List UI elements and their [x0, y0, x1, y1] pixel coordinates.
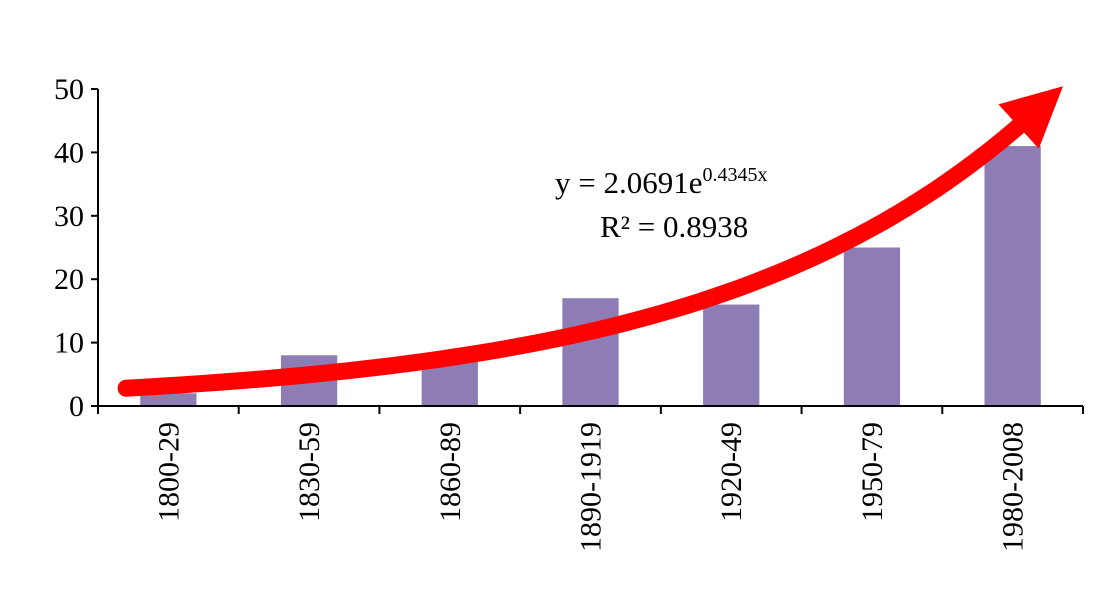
x-tick-label: 1980-2008: [997, 422, 1030, 552]
y-tick-label: 10: [54, 327, 84, 360]
x-tick-label: 1830-59: [293, 422, 326, 522]
bars: [140, 146, 1041, 406]
axes: [97, 89, 1083, 407]
bar-1920-49: [703, 304, 760, 406]
y-tick-label: 40: [54, 136, 84, 169]
bar-1950-79: [843, 247, 901, 406]
y-axis-ticks: 0 10 20 30 40 50: [54, 73, 98, 423]
y-tick-label: 30: [54, 200, 84, 233]
y-tick-label: 50: [54, 73, 84, 106]
y-tick-label: 20: [54, 263, 84, 296]
y-tick-label: 0: [69, 390, 84, 423]
x-tick-label: 1890-1919: [575, 422, 608, 552]
bar-1800-29: [140, 393, 197, 406]
trendline-r-squared: R² = 0.8938: [600, 209, 748, 244]
exponential-trendline: [117, 86, 1064, 397]
x-tick-label: 1800-29: [152, 422, 185, 522]
trendline-equation: y = 2.0691e0.4345x: [555, 164, 768, 200]
x-tick-label: 1860-89: [434, 422, 467, 522]
x-tick-label: 1920-49: [715, 422, 748, 522]
x-tick-label: 1950-79: [856, 422, 889, 522]
bar-1860-89: [421, 361, 478, 406]
bar-1980-2008: [984, 146, 1041, 406]
bar-1890-1919: [562, 298, 619, 406]
x-axis-ticks: 1800-29 1830-59 1860-89 1890-1919 1920-49 195…: [97, 406, 1084, 552]
